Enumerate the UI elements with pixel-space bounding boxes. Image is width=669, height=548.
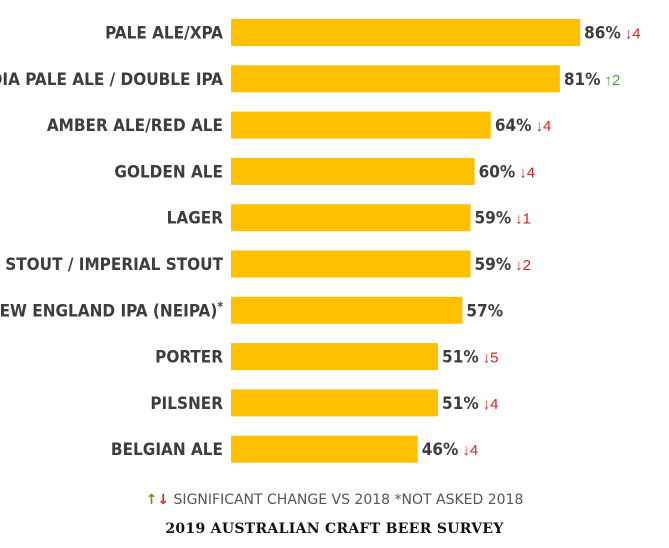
bar [231,343,439,371]
bar [231,65,560,93]
bar [231,389,439,417]
chart-legend: ↑↓ SIGNIFICANT CHANGE VS 2018 *NOT ASKED… [0,492,669,508]
bar [231,204,471,232]
value-label: 59% [475,209,512,229]
value-label: 46% [422,440,459,460]
bar [231,250,471,278]
category-label: BELGIAN ALE [111,440,223,460]
change-indicator: ↓4 [462,442,478,459]
value-label: 59% [475,255,512,275]
chart-title: 2019 AUSTRALIAN CRAFT BEER SURVEY [165,521,504,537]
footnote-mark: * [217,299,223,313]
change-indicator: ↓2 [515,257,531,274]
category-label: STOUT / IMPERIAL STOUT [5,255,223,275]
category-label: AMBER ALE/RED ALE [47,116,223,136]
value-label: 60% [479,162,516,182]
value-label: 64% [495,116,532,136]
category-label: PILSNER [150,394,223,414]
value-label: 51% [442,348,479,368]
change-indicator: ↑2 [604,72,620,89]
category-label: NEW ENGLAND IPA (NEIPA)* [0,299,223,321]
category-label: PALE ALE/XPA [105,24,223,44]
legend-text: SIGNIFICANT CHANGE VS 2018 *NOT ASKED 20… [173,492,524,508]
change-indicator: ↓1 [515,211,531,228]
bar [231,296,463,324]
arrow-up-icon: ↑ [145,492,158,508]
value-label: 86% [584,24,621,44]
value-label: 57% [466,301,503,321]
change-indicator: ↓4 [535,118,551,135]
bar [231,19,581,46]
bar [231,111,491,139]
category-label: PORTER [155,348,223,368]
value-label: 81% [564,70,601,90]
change-indicator: ↓5 [483,350,499,367]
change-indicator: ↓4 [625,26,641,43]
arrow-down-icon: ↓ [157,492,170,508]
bar [231,435,418,463]
value-label: 51% [442,394,479,414]
change-indicator: ↓4 [483,396,499,413]
category-label: INDIA PALE ALE / DOUBLE IPA [0,70,223,90]
change-indicator: ↓4 [519,164,535,181]
bar [231,157,475,185]
category-label: GOLDEN ALE [114,162,223,182]
category-label: LAGER [167,209,224,229]
